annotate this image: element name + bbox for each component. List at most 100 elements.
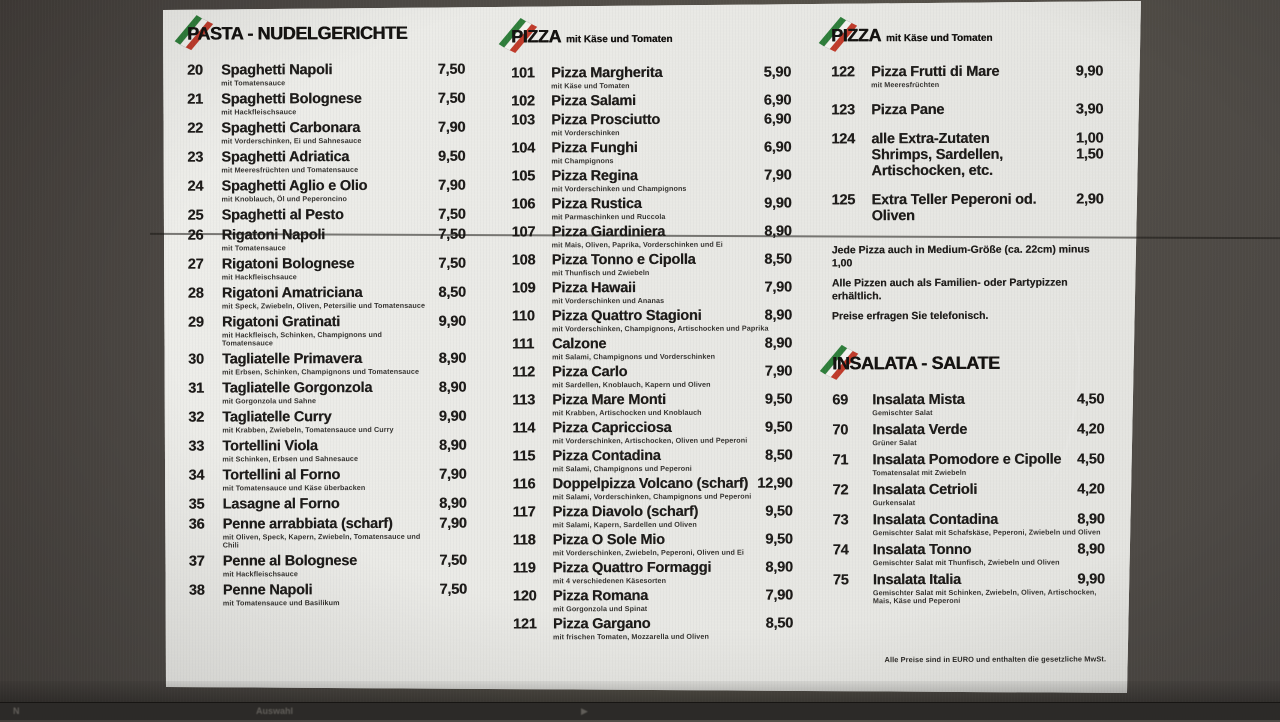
item-number: 34 (188, 467, 205, 484)
play-icon[interactable]: ▶ (581, 706, 588, 716)
item-number: 104 (511, 140, 535, 157)
item-number: 103 (511, 112, 535, 129)
menu-item: 31 Tagliatelle Gorgonzola 8,90 mit Gorgo… (188, 380, 466, 406)
menu-item: 119 Pizza Quattro Formaggi 8,90 mit 4 ve… (513, 560, 793, 586)
item-number: 35 (188, 496, 205, 513)
item-description: mit Salami, Champignons und Vorderschink… (552, 351, 716, 362)
item-number: 118 (512, 532, 536, 549)
item-number: 73 (832, 512, 849, 529)
menu-item: 74 Insalata Tonno 8,90 Gemischter Salat … (833, 541, 1105, 567)
item-price: 7,50 (438, 206, 466, 223)
menu-item: 124 alle Extra-Zutaten 1,00 Shrimps, Sar… (831, 130, 1103, 179)
menu-item: 22 Spaghetti Carbonara 7,90 mit Vordersc… (187, 120, 465, 146)
taskbar-selection-label[interactable]: Auswahl (256, 706, 294, 716)
item-price: 9,50 (765, 531, 793, 548)
item-description: mit Hackfleischsauce (221, 107, 297, 117)
item-price: 7,90 (764, 279, 792, 296)
item-number: 113 (512, 392, 536, 409)
pasta-column: PASTA - NUDELGERICHTE 20 Spaghetti Napol… (174, 15, 467, 612)
item-price: 8,90 (439, 495, 467, 512)
section-title: PIZZA (830, 25, 881, 46)
item-description: mit Thunfisch und Zwiebeln (551, 268, 650, 278)
item-number: 28 (187, 285, 204, 302)
item-name: Spaghetti Aglio e Olio (221, 177, 368, 195)
item-price: 8,50 (765, 615, 794, 632)
menu-item: 20 Spaghetti Napoli 7,50 mit Tomatensauc… (187, 62, 465, 88)
item-number: 109 (511, 280, 536, 297)
item-description: mit Tomatensauce und Käse überbacken (222, 482, 366, 493)
item-number: 27 (187, 256, 204, 273)
item-price: 9,90 (438, 313, 466, 330)
pizza-extra-item-list: 122 Pizza Frutti di Mare 9,90 mit Meeres… (831, 63, 1104, 224)
menu-item: 75 Insalata Italia 9,90 Gemischter Salat… (833, 571, 1105, 605)
item-number: 112 (512, 364, 535, 381)
item-price: 7,50 (439, 552, 467, 569)
item-number: 124 (831, 131, 855, 148)
item-description: mit Gorgonzola und Spinat (552, 604, 648, 614)
item-description: mit Meeresfrüchten und Tomatensauce (221, 165, 359, 175)
item-description: mit Hackfleischsauce (221, 272, 297, 282)
insalata-header: INSALATA - SALATE (819, 344, 1104, 380)
item-description: mit Tomatensauce (221, 243, 286, 253)
item-name: Pizza Carlo (552, 364, 628, 381)
item-description: mit Vorderschinken, Champignons, Artisch… (551, 323, 769, 334)
item-number: 30 (188, 351, 204, 368)
italian-flag-icon (498, 17, 538, 54)
italian-flag-icon (174, 15, 214, 51)
item-name: Rigatoni Bolognese (221, 256, 355, 273)
item-price: 7,50 (437, 61, 466, 78)
item-name: Tortellini al Forno (222, 467, 341, 484)
item-description: mit Meeresfrüchten (871, 79, 940, 90)
item-price: 6,90 (763, 139, 792, 156)
menu-item: 73 Insalata Contadina 8,90 Gemischter Sa… (833, 511, 1105, 537)
item-extra-line: Shrimps, Sardellen, Artischocken, etc. 1… (831, 146, 1103, 179)
menu-item: 23 Spaghetti Adriatica 9,50 mit Meeresfr… (187, 149, 465, 175)
item-price: 4,50 (1076, 391, 1105, 408)
item-name: Tagliatelle Gorgonzola (222, 379, 373, 397)
item-name: Spaghetti Napoli (221, 62, 333, 79)
item-number: 75 (832, 572, 849, 589)
item-number: 70 (832, 422, 849, 439)
item-price: 9,90 (438, 408, 467, 425)
price-disclaimer: Alle Preise sind in EURO und enthalten d… (884, 654, 1107, 665)
item-description: mit Vorderschinken, Zwiebeln, Peperoni, … (552, 547, 745, 558)
item-number: 125 (831, 192, 856, 209)
item-name: Pizza Quattro Stagioni (551, 307, 702, 325)
item-description: mit Salami, Vorderschinken, Champignons … (552, 491, 752, 502)
item-name: Spaghetti Adriatica (221, 149, 350, 166)
item-number: 74 (832, 542, 849, 559)
item-number: 115 (512, 448, 536, 465)
item-description: mit Sardellen, Knoblauch, Kapern und Oli… (552, 379, 711, 390)
menu-item: 27 Rigatoni Bolognese 7,50 mit Hackfleis… (188, 256, 466, 282)
item-price: 7,90 (763, 167, 792, 184)
item-name: Penne arrabbiata (scharf) (222, 515, 393, 533)
menu-item: 125 Extra Teller Peperoni od. Oliven 2,9… (831, 191, 1103, 224)
item-description: mit 4 verschiedenen Käsesorten (552, 575, 667, 586)
item-number: 120 (512, 588, 537, 605)
item-price: 9,90 (764, 195, 792, 212)
item-price: 7,50 (439, 581, 467, 598)
item-name: Tagliatelle Primavera (222, 351, 362, 368)
italian-flag-icon (818, 16, 858, 52)
item-price: 8,50 (438, 284, 466, 301)
item-number: 32 (188, 409, 205, 426)
item-price: 2,90 (1076, 191, 1104, 208)
item-name: alle Extra-Zutaten (871, 130, 990, 148)
menu-item: 122 Pizza Frutti di Mare 9,90 mit Meeres… (831, 63, 1103, 89)
section-title: INSALATA - SALATE (832, 352, 1000, 374)
item-number: 122 (831, 64, 855, 81)
item-name: Pizza O Sole Mio (552, 531, 665, 549)
menu-item: 34 Tortellini al Forno 7,90 mit Tomatens… (188, 467, 466, 493)
item-name: Pizza Hawaii (551, 280, 636, 297)
item-number: 114 (512, 420, 536, 437)
item-price: 8,90 (438, 350, 467, 367)
item-price: 7,90 (437, 119, 466, 136)
item-number: 25 (187, 207, 204, 224)
item-description: mit Vorderschinken, Artischocken, Oliven… (552, 435, 748, 446)
item-price: 9,90 (1077, 571, 1105, 588)
item-price: 6,90 (763, 111, 792, 128)
menu-item: 102 Pizza Salami 6,90 (511, 93, 791, 110)
item-description: mit Mais, Oliven, Paprika, Vorderschinke… (551, 239, 723, 250)
